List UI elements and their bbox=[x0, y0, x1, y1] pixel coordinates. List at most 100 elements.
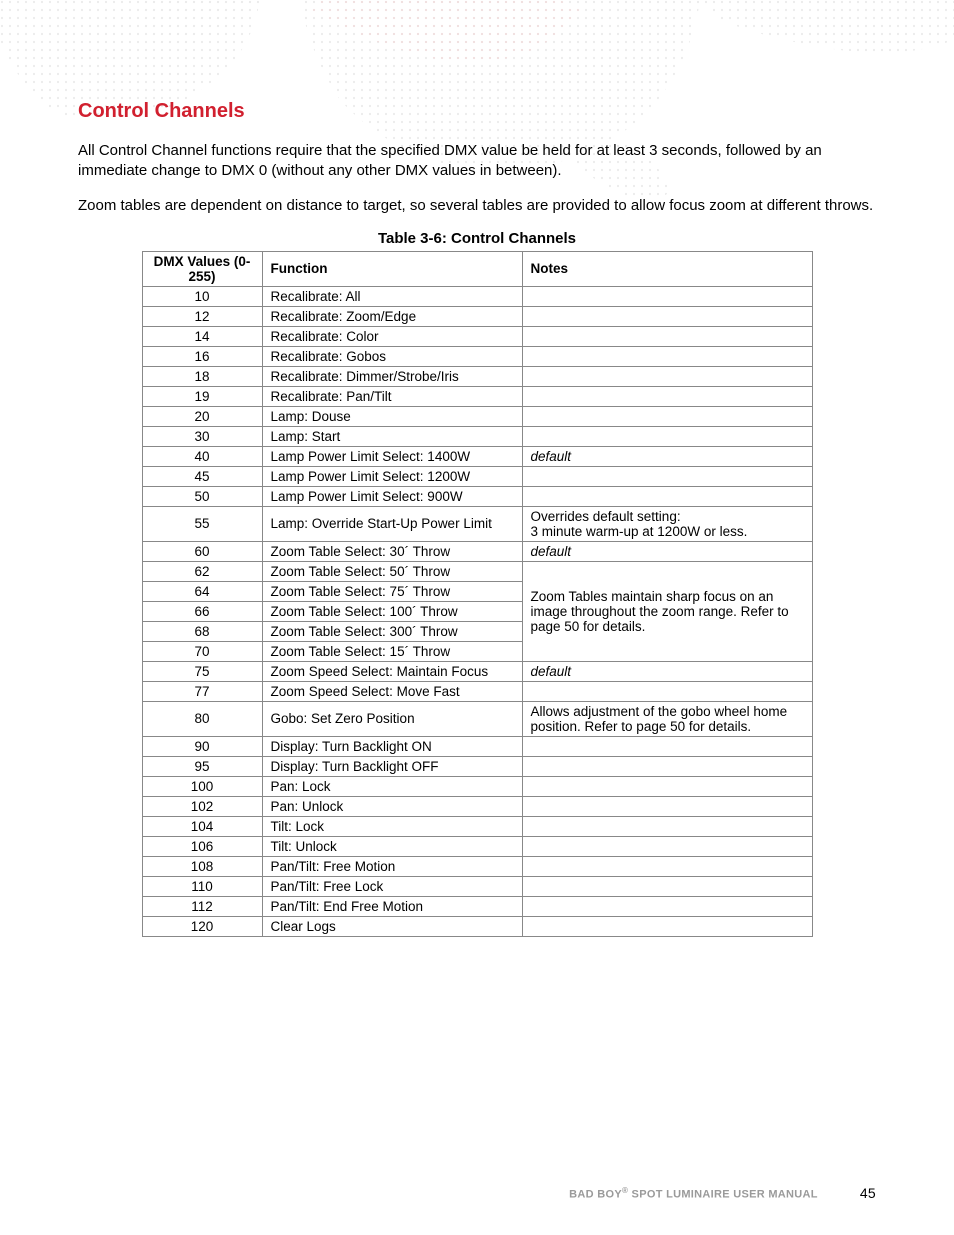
cell-dmx: 64 bbox=[142, 581, 262, 601]
cell-dmx: 16 bbox=[142, 346, 262, 366]
cell-dmx: 18 bbox=[142, 366, 262, 386]
cell-function: Zoom Table Select: 50´ Throw bbox=[262, 561, 522, 581]
cell-notes: Allows adjustment of the gobo wheel home… bbox=[522, 701, 812, 736]
cell-function: Zoom Table Select: 15´ Throw bbox=[262, 641, 522, 661]
page-footer: BAD BOY® SPOT LUMINAIRE USER MANUAL 45 bbox=[0, 1185, 954, 1201]
table-row: 102Pan: Unlock bbox=[142, 796, 812, 816]
table-row: 60Zoom Table Select: 30´ Throwdefault bbox=[142, 541, 812, 561]
table-row: 40Lamp Power Limit Select: 1400Wdefault bbox=[142, 446, 812, 466]
table-row: 120Clear Logs bbox=[142, 916, 812, 936]
cell-notes bbox=[522, 486, 812, 506]
cell-dmx: 62 bbox=[142, 561, 262, 581]
table-row: 110Pan/Tilt: Free Lock bbox=[142, 876, 812, 896]
cell-notes bbox=[522, 426, 812, 446]
cell-notes bbox=[522, 916, 812, 936]
table-caption: Table 3-6: Control Channels bbox=[78, 230, 876, 247]
cell-function: Zoom Table Select: 30´ Throw bbox=[262, 541, 522, 561]
cell-dmx: 90 bbox=[142, 736, 262, 756]
cell-dmx: 110 bbox=[142, 876, 262, 896]
cell-dmx: 66 bbox=[142, 601, 262, 621]
cell-function: Gobo: Set Zero Position bbox=[262, 701, 522, 736]
cell-notes bbox=[522, 681, 812, 701]
table-row: 55Lamp: Override Start-Up Power LimitOve… bbox=[142, 506, 812, 541]
cell-notes bbox=[522, 466, 812, 486]
cell-notes bbox=[522, 796, 812, 816]
cell-function: Display: Turn Backlight ON bbox=[262, 736, 522, 756]
cell-dmx: 55 bbox=[142, 506, 262, 541]
cell-dmx: 19 bbox=[142, 386, 262, 406]
cell-function: Zoom Table Select: 100´ Throw bbox=[262, 601, 522, 621]
cell-notes bbox=[522, 286, 812, 306]
cell-notes bbox=[522, 346, 812, 366]
cell-function: Pan/Tilt: Free Motion bbox=[262, 856, 522, 876]
cell-function: Pan: Unlock bbox=[262, 796, 522, 816]
cell-function: Zoom Table Select: 300´ Throw bbox=[262, 621, 522, 641]
cell-notes: Zoom Tables maintain sharp focus on an i… bbox=[522, 561, 812, 661]
table-row: 20Lamp: Douse bbox=[142, 406, 812, 426]
cell-dmx: 20 bbox=[142, 406, 262, 426]
cell-dmx: 104 bbox=[142, 816, 262, 836]
cell-dmx: 45 bbox=[142, 466, 262, 486]
table-row: 108Pan/Tilt: Free Motion bbox=[142, 856, 812, 876]
cell-dmx: 12 bbox=[142, 306, 262, 326]
cell-dmx: 10 bbox=[142, 286, 262, 306]
cell-dmx: 75 bbox=[142, 661, 262, 681]
cell-dmx: 102 bbox=[142, 796, 262, 816]
table-row: 112Pan/Tilt: End Free Motion bbox=[142, 896, 812, 916]
cell-dmx: 108 bbox=[142, 856, 262, 876]
cell-dmx: 50 bbox=[142, 486, 262, 506]
col-header-func: Function bbox=[262, 251, 522, 286]
table-row: 90Display: Turn Backlight ON bbox=[142, 736, 812, 756]
intro-paragraph-1: All Control Channel functions require th… bbox=[78, 141, 876, 182]
cell-dmx: 120 bbox=[142, 916, 262, 936]
cell-function: Zoom Speed Select: Move Fast bbox=[262, 681, 522, 701]
cell-dmx: 14 bbox=[142, 326, 262, 346]
cell-dmx: 80 bbox=[142, 701, 262, 736]
cell-notes: default bbox=[522, 446, 812, 466]
cell-dmx: 30 bbox=[142, 426, 262, 446]
cell-function: Recalibrate: All bbox=[262, 286, 522, 306]
cell-function: Lamp: Override Start-Up Power Limit bbox=[262, 506, 522, 541]
cell-dmx: 95 bbox=[142, 756, 262, 776]
table-row: 95Display: Turn Backlight OFF bbox=[142, 756, 812, 776]
cell-notes bbox=[522, 366, 812, 386]
cell-notes bbox=[522, 776, 812, 796]
cell-function: Lamp Power Limit Select: 1400W bbox=[262, 446, 522, 466]
table-row: 45Lamp Power Limit Select: 1200W bbox=[142, 466, 812, 486]
cell-dmx: 106 bbox=[142, 836, 262, 856]
cell-notes bbox=[522, 896, 812, 916]
manual-name: BAD BOY® SPOT LUMINAIRE USER MANUAL bbox=[569, 1186, 818, 1201]
cell-function: Tilt: Unlock bbox=[262, 836, 522, 856]
table-row: 100Pan: Lock bbox=[142, 776, 812, 796]
cell-dmx: 70 bbox=[142, 641, 262, 661]
cell-function: Recalibrate: Dimmer/Strobe/Iris bbox=[262, 366, 522, 386]
cell-notes bbox=[522, 736, 812, 756]
cell-function: Recalibrate: Color bbox=[262, 326, 522, 346]
cell-function: Zoom Table Select: 75´ Throw bbox=[262, 581, 522, 601]
table-row: 77Zoom Speed Select: Move Fast bbox=[142, 681, 812, 701]
cell-dmx: 60 bbox=[142, 541, 262, 561]
cell-function: Zoom Speed Select: Maintain Focus bbox=[262, 661, 522, 681]
cell-dmx: 40 bbox=[142, 446, 262, 466]
cell-notes bbox=[522, 816, 812, 836]
table-row: 30Lamp: Start bbox=[142, 426, 812, 446]
cell-notes bbox=[522, 836, 812, 856]
cell-function: Pan/Tilt: End Free Motion bbox=[262, 896, 522, 916]
table-row: 106Tilt: Unlock bbox=[142, 836, 812, 856]
table-row: 16Recalibrate: Gobos bbox=[142, 346, 812, 366]
cell-function: Recalibrate: Pan/Tilt bbox=[262, 386, 522, 406]
cell-function: Pan/Tilt: Free Lock bbox=[262, 876, 522, 896]
cell-notes bbox=[522, 306, 812, 326]
control-channels-table: DMX Values (0-255) Function Notes 10Reca… bbox=[142, 251, 813, 937]
cell-notes: Overrides default setting:3 minute warm-… bbox=[522, 506, 812, 541]
cell-dmx: 112 bbox=[142, 896, 262, 916]
cell-function: Display: Turn Backlight OFF bbox=[262, 756, 522, 776]
table-row: 14Recalibrate: Color bbox=[142, 326, 812, 346]
cell-function: Lamp Power Limit Select: 1200W bbox=[262, 466, 522, 486]
cell-dmx: 100 bbox=[142, 776, 262, 796]
cell-notes bbox=[522, 856, 812, 876]
page-number: 45 bbox=[860, 1185, 876, 1201]
intro-paragraph-2: Zoom tables are dependent on distance to… bbox=[78, 196, 876, 216]
table-row: 80Gobo: Set Zero PositionAllows adjustme… bbox=[142, 701, 812, 736]
cell-notes: default bbox=[522, 541, 812, 561]
